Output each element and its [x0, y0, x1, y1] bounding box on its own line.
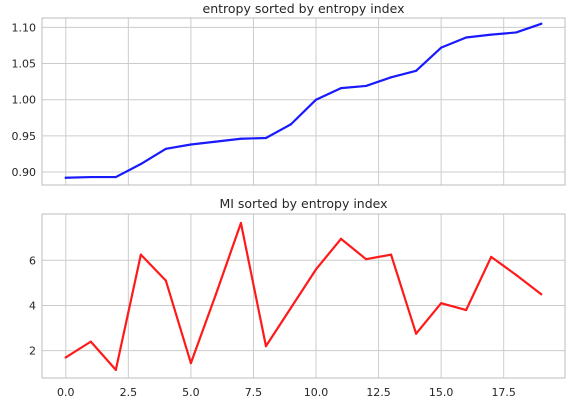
mi-chart-data-point	[239, 221, 243, 225]
entropy-chart-series-line	[64, 22, 543, 179]
mi-chart-data-point	[289, 306, 293, 309]
entropy-chart-data-point	[214, 140, 218, 143]
mi-chart-data-point	[114, 368, 117, 371]
mi-chart-data-point	[389, 253, 393, 256]
entropy-chart-data-point	[264, 136, 268, 140]
entropy-chart-plot-area	[42, 18, 565, 185]
entropy-chart-ytick-label: 1.00	[12, 94, 37, 107]
mi-chart-data-point	[314, 268, 318, 271]
mi-chart-xtick-label: 7.5	[245, 386, 263, 399]
mi-chart-xtick-label: 5.0	[182, 386, 200, 399]
entropy-chart-data-point	[89, 175, 92, 179]
mi-chart-data-point	[415, 332, 418, 335]
entropy-chart-data-point	[339, 87, 343, 90]
mi-chart-xtick-label: 17.5	[491, 386, 516, 399]
mi-chart-xtick-label: 2.5	[120, 386, 138, 399]
mi-chart-data-point	[490, 255, 493, 259]
mi-chart-data-point	[339, 237, 343, 240]
mi-chart-xtick-label: 15.0	[429, 386, 454, 399]
mi-chart-data-point	[364, 258, 368, 261]
mi-chart-xtick-label: 12.5	[366, 386, 391, 399]
mi-chart-data-point	[264, 345, 268, 348]
entropy-chart-data-point	[540, 22, 543, 25]
entropy-chart-data-point	[314, 98, 318, 101]
entropy-chart-data-point	[440, 46, 443, 49]
mi-chart-data-point	[440, 302, 443, 305]
mi-chart-data-point	[515, 273, 518, 277]
mi-chart-data-point	[214, 293, 218, 296]
mi-chart-xtick-label: 0.0	[57, 386, 75, 399]
entropy-chart-ytick-label: 1.10	[12, 21, 37, 34]
entropy-chart-data-point	[289, 123, 293, 126]
entropy-chart-data-point	[239, 137, 243, 140]
mi-chart-data-point	[540, 293, 543, 296]
entropy-chart-data-point	[415, 69, 418, 72]
mi-chart-data-point	[189, 361, 192, 365]
mi-chart-ytick-label: 6	[29, 254, 36, 267]
mi-chart-ytick-label: 4	[29, 299, 36, 312]
entropy-chart-ytick-label: 0.95	[12, 130, 37, 143]
entropy-chart-data-point	[64, 176, 67, 179]
entropy-chart-title: entropy sorted by entropy index	[203, 1, 405, 16]
entropy-chart-data-point	[490, 33, 493, 36]
mi-chart-data-point	[465, 308, 468, 312]
mi-chart-data-point	[139, 253, 142, 256]
entropy-chart-data-point	[465, 36, 468, 39]
mi-chart-data-point	[89, 340, 92, 343]
mi-chart-data-point	[164, 279, 167, 282]
mi-chart-ytick-label: 2	[29, 345, 36, 358]
entropy-chart-data-point	[189, 143, 192, 146]
mi-chart-xtick-label: 10.0	[304, 386, 329, 399]
mi-chart-title: MI sorted by entropy index	[219, 196, 387, 211]
entropy-chart-data-point	[139, 162, 142, 166]
mi-chart-frame	[41, 213, 566, 379]
entropy-chart-ytick-label: 1.05	[12, 58, 37, 71]
entropy-chart-data-point	[114, 175, 117, 179]
mi-chart-data-point	[64, 356, 67, 359]
mi-chart-series-line	[64, 221, 543, 371]
entropy-chart-data-point	[164, 147, 167, 150]
entropy-chart-frame	[41, 17, 566, 186]
entropy-chart-data-point	[364, 84, 368, 88]
entropy-chart-ytick-label: 0.90	[12, 166, 37, 179]
entropy-chart-data-point	[515, 31, 518, 34]
entropy-chart-data-point	[389, 76, 393, 79]
